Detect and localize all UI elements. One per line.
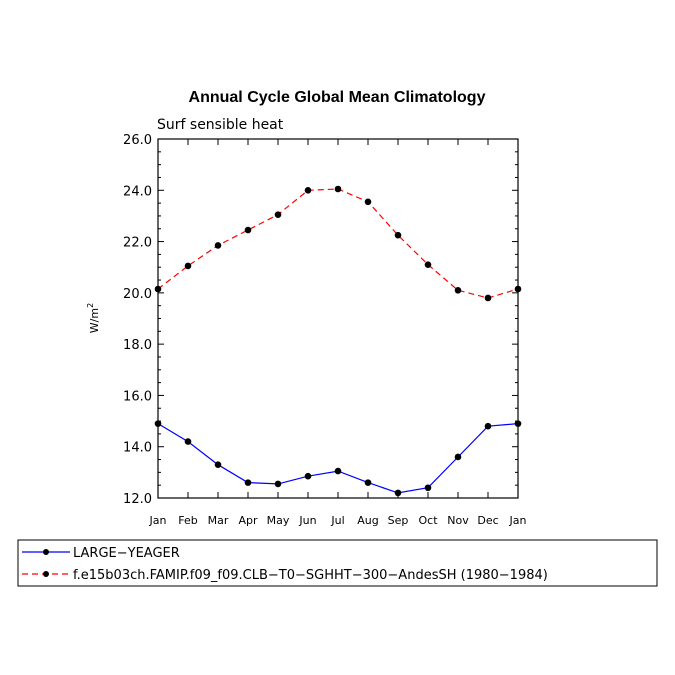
- legend: LARGE−YEAGER f.e15b03ch.FAMIP.f09_f09.CL…: [17, 539, 658, 587]
- series-1-point: [364, 479, 372, 486]
- y-tick-label: 24.0: [123, 184, 152, 199]
- x-tick-label: Mar: [208, 514, 229, 527]
- x-ticks: Jan Feb Mar Apr May Jun Jul Aug Sep Oct Nov Dec Jan: [149, 139, 527, 527]
- y-tick-label: 26.0: [123, 133, 152, 148]
- y-tick-label: 20.0: [123, 287, 152, 302]
- series-1-point: [304, 472, 312, 480]
- x-tick-label: Jun: [298, 514, 316, 527]
- y-tick-label: 12.0: [123, 492, 152, 507]
- y-axis-label-text: W/m: [88, 308, 101, 333]
- series-group: [154, 185, 522, 497]
- series-2-point: [424, 261, 432, 268]
- series-2-point: [184, 262, 192, 270]
- x-tick-label: Aug: [357, 514, 378, 527]
- x-tick-label: Jul: [330, 514, 344, 527]
- x-tick-label: Nov: [447, 514, 469, 527]
- legend-label-1: LARGE−YEAGER: [73, 546, 180, 561]
- series-2-point: [394, 231, 402, 239]
- x-tick-label: Apr: [238, 514, 258, 527]
- chart-subtitle: Surf sensible heat: [157, 117, 284, 133]
- legend-label-2: f.e15b03ch.FAMIP.f09_f09.CLB−T0−SGHHT−30…: [73, 568, 548, 583]
- series-1-point: [424, 484, 432, 492]
- series-line-1: [157, 423, 519, 494]
- plot-frame: [157, 138, 519, 499]
- series-2-point: [484, 294, 492, 302]
- series-1-point: [244, 479, 252, 486]
- svg-text:W/m2: W/m2: [86, 303, 101, 333]
- series-1-point: [214, 461, 222, 468]
- series-2-point: [454, 286, 462, 294]
- y-tick-label: 14.0: [123, 441, 152, 456]
- x-tick-label: Jan: [509, 514, 527, 527]
- legend-box: [17, 539, 658, 587]
- series-2-point: [304, 186, 312, 194]
- series-line-2: [157, 188, 519, 299]
- series-1-point: [334, 467, 342, 475]
- series-2-point: [154, 285, 162, 293]
- y-tick-label: 16.0: [123, 389, 152, 404]
- y-tick-label: 18.0: [123, 338, 152, 353]
- y-ticks: 12.0 14.0 16.0 18.0 20.0 22.0 24.0 26.0: [123, 133, 518, 507]
- y-axis-label: W/m2: [86, 303, 101, 333]
- x-tick-label: Sep: [388, 514, 409, 527]
- x-tick-label: Feb: [178, 514, 197, 527]
- y-axis-label-sup: 2: [86, 303, 95, 308]
- series-2-point: [214, 242, 222, 249]
- x-tick-label: Oct: [418, 514, 438, 527]
- series-1-point: [514, 420, 522, 427]
- series-1-point: [274, 480, 282, 488]
- x-tick-label: Jan: [149, 514, 167, 527]
- series-1-point: [184, 438, 192, 445]
- legend-marker-1: [43, 549, 49, 555]
- series-2-point: [244, 226, 252, 234]
- x-tick-label: Dec: [477, 514, 498, 527]
- y-tick-label: 22.0: [123, 236, 152, 251]
- series-1-point: [394, 489, 402, 497]
- x-tick-label: May: [267, 514, 290, 527]
- legend-marker-2: [43, 571, 49, 577]
- series-1-point: [154, 420, 162, 427]
- chart-title: Annual Cycle Global Mean Climatology: [189, 89, 486, 106]
- plot-axes: [157, 138, 519, 499]
- series-1-point: [454, 453, 462, 461]
- series-2-point: [334, 185, 342, 193]
- series-2-point: [364, 198, 372, 206]
- series-1-point: [484, 422, 492, 430]
- series-2-point: [274, 211, 282, 218]
- series-2-point: [514, 285, 522, 293]
